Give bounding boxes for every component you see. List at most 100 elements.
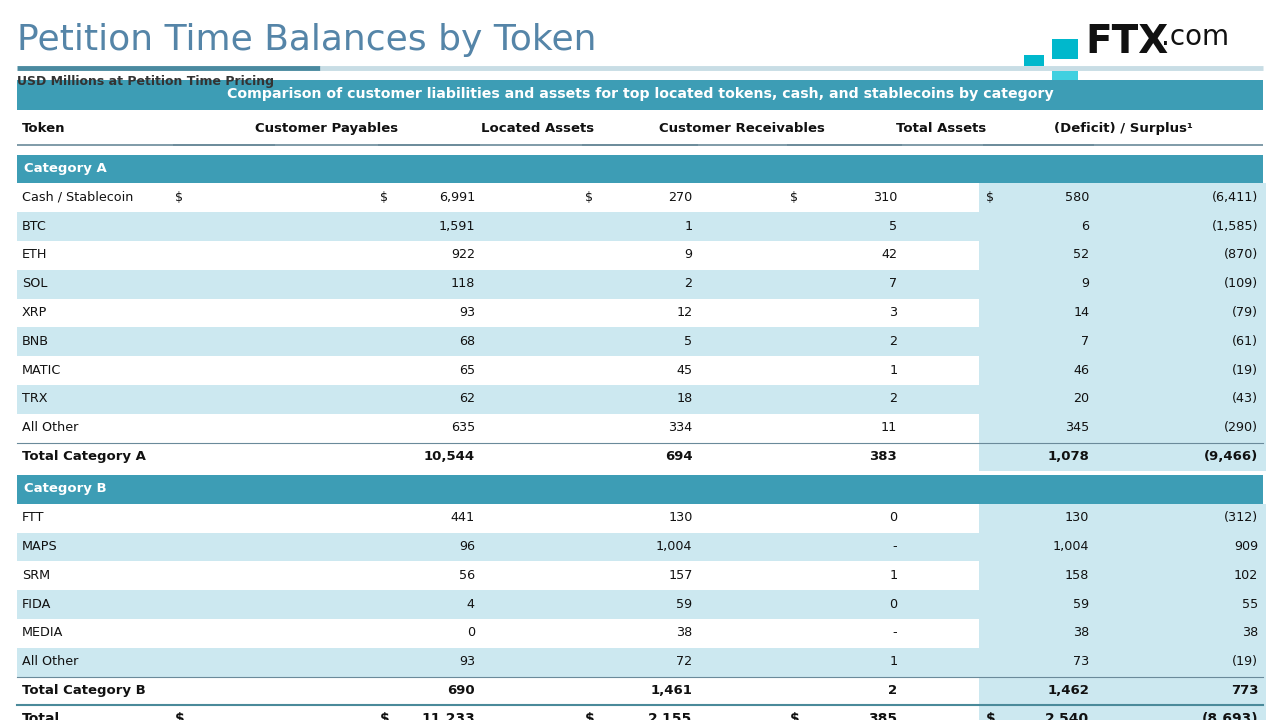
Text: 6: 6	[1082, 220, 1089, 233]
FancyBboxPatch shape	[979, 619, 1266, 648]
FancyBboxPatch shape	[979, 385, 1266, 414]
Text: FTT: FTT	[22, 511, 45, 524]
Text: 0: 0	[890, 598, 897, 611]
Text: 2: 2	[888, 684, 897, 697]
Text: 55: 55	[1242, 598, 1258, 611]
Text: 18: 18	[676, 392, 692, 405]
FancyBboxPatch shape	[979, 533, 1266, 562]
Text: 922: 922	[451, 248, 475, 261]
Text: Total Category A: Total Category A	[22, 450, 146, 463]
Text: FIDA: FIDA	[22, 598, 51, 611]
FancyBboxPatch shape	[979, 184, 1266, 212]
Text: (290): (290)	[1224, 421, 1258, 434]
Text: 385: 385	[868, 712, 897, 720]
Text: TRX: TRX	[22, 392, 47, 405]
Text: 14: 14	[1073, 306, 1089, 319]
Text: $: $	[380, 191, 388, 204]
Text: (43): (43)	[1233, 392, 1258, 405]
Text: 1: 1	[890, 569, 897, 582]
Text: (79): (79)	[1233, 306, 1258, 319]
Text: 11: 11	[881, 421, 897, 434]
FancyBboxPatch shape	[979, 414, 1266, 443]
Text: Category B: Category B	[24, 482, 108, 495]
FancyBboxPatch shape	[979, 299, 1266, 328]
Text: 6,991: 6,991	[439, 191, 475, 204]
Text: 694: 694	[664, 450, 692, 463]
Text: Total: Total	[22, 712, 60, 720]
Text: 59: 59	[1073, 598, 1089, 611]
Text: XRP: XRP	[22, 306, 47, 319]
FancyBboxPatch shape	[17, 385, 1263, 414]
Text: $: $	[986, 191, 993, 204]
Text: 909: 909	[1234, 540, 1258, 553]
Text: 635: 635	[451, 421, 475, 434]
Text: (870): (870)	[1224, 248, 1258, 261]
Text: 62: 62	[460, 392, 475, 405]
Text: 73: 73	[1073, 655, 1089, 668]
Text: Total Assets: Total Assets	[896, 122, 986, 135]
Text: All Other: All Other	[22, 421, 78, 434]
FancyBboxPatch shape	[17, 533, 1263, 562]
Text: Customer Receivables: Customer Receivables	[659, 122, 826, 135]
Text: MATIC: MATIC	[22, 364, 61, 377]
Text: 2,155: 2,155	[648, 712, 692, 720]
Text: 2: 2	[890, 392, 897, 405]
Text: 102: 102	[1234, 569, 1258, 582]
Text: $: $	[986, 712, 996, 720]
Text: 690: 690	[447, 684, 475, 697]
Text: $: $	[790, 712, 800, 720]
Text: 11,233: 11,233	[421, 712, 475, 720]
Text: Token: Token	[22, 122, 65, 135]
Text: $: $	[585, 191, 593, 204]
Text: .com: .com	[1161, 23, 1229, 51]
FancyBboxPatch shape	[17, 155, 1263, 184]
Text: 1,462: 1,462	[1047, 684, 1089, 697]
Text: Petition Time Balances by Token: Petition Time Balances by Token	[17, 23, 596, 57]
Text: 345: 345	[1065, 421, 1089, 434]
Text: 310: 310	[873, 191, 897, 204]
Text: 38: 38	[1242, 626, 1258, 639]
FancyBboxPatch shape	[979, 356, 1266, 385]
Text: 52: 52	[1073, 248, 1089, 261]
FancyBboxPatch shape	[979, 590, 1266, 619]
Text: -: -	[892, 540, 897, 553]
Text: 383: 383	[869, 450, 897, 463]
Text: 2: 2	[890, 335, 897, 348]
Text: 0: 0	[890, 511, 897, 524]
Text: 130: 130	[668, 511, 692, 524]
Text: (Deficit) / Surplus¹: (Deficit) / Surplus¹	[1053, 122, 1193, 135]
Text: (1,585): (1,585)	[1212, 220, 1258, 233]
Text: 38: 38	[676, 626, 692, 639]
Text: $: $	[175, 191, 183, 204]
FancyBboxPatch shape	[17, 475, 1263, 504]
FancyBboxPatch shape	[17, 212, 1263, 241]
Text: 9: 9	[685, 248, 692, 261]
Text: 65: 65	[458, 364, 475, 377]
Text: 270: 270	[668, 191, 692, 204]
Text: 118: 118	[451, 277, 475, 290]
Text: (109): (109)	[1224, 277, 1258, 290]
Text: 59: 59	[676, 598, 692, 611]
Text: 441: 441	[451, 511, 475, 524]
Text: $: $	[380, 712, 390, 720]
Text: 72: 72	[676, 655, 692, 668]
Text: 2,540: 2,540	[1046, 712, 1089, 720]
FancyBboxPatch shape	[979, 241, 1266, 270]
Text: 773: 773	[1231, 684, 1258, 697]
FancyBboxPatch shape	[1052, 42, 1078, 59]
FancyBboxPatch shape	[979, 562, 1266, 590]
Text: (19): (19)	[1233, 655, 1258, 668]
FancyBboxPatch shape	[979, 443, 1266, 472]
Text: 0: 0	[467, 626, 475, 639]
Text: USD Millions at Petition Time Pricing: USD Millions at Petition Time Pricing	[17, 75, 274, 88]
Text: 93: 93	[458, 655, 475, 668]
Text: 7: 7	[1082, 335, 1089, 348]
FancyBboxPatch shape	[979, 504, 1266, 533]
Text: 3: 3	[890, 306, 897, 319]
Text: (61): (61)	[1233, 335, 1258, 348]
Text: 68: 68	[458, 335, 475, 348]
Text: 2: 2	[685, 277, 692, 290]
Text: MEDIA: MEDIA	[22, 626, 63, 639]
Text: 1,461: 1,461	[650, 684, 692, 697]
Text: 1,004: 1,004	[655, 540, 692, 553]
